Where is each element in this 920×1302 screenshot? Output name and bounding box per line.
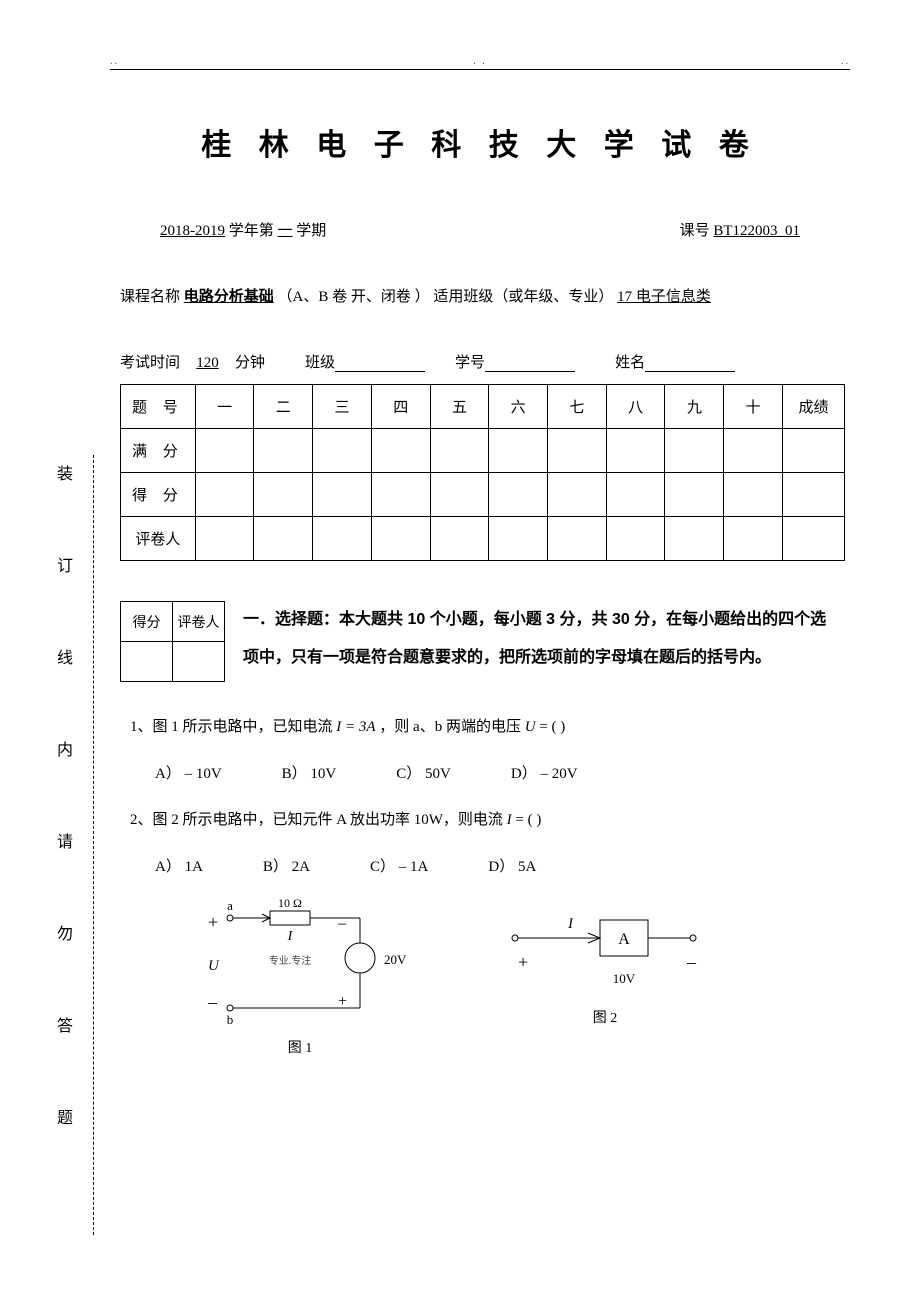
svg-text:–: – — [686, 952, 697, 972]
binding-dashed-line — [93, 455, 94, 1235]
svg-text:I: I — [567, 916, 574, 932]
svg-text:10V: 10V — [613, 971, 636, 986]
section-1-header: 得分评卷人 一．选择题：本大题共 10 个小题，每小题 3 分，共 30 分，在… — [120, 601, 840, 682]
header-rule: ... ... — [110, 60, 850, 70]
svg-text:b: b — [227, 1012, 234, 1027]
svg-text:–: – — [337, 915, 347, 932]
figure-2: I A + – 10V 图 2 — [500, 898, 710, 1057]
course-code-label: 课号 — [680, 223, 710, 239]
question-2: 2、图 2 所示电路中，已知元件 A 放出功率 10W，则电流 I = ( ) — [130, 805, 840, 835]
question-1: 1、图 1 所示电路中，已知电流 I = 3A ，则 a、b 两端的电压 U =… — [130, 712, 840, 742]
footnote-text: 专业.专注 — [269, 954, 312, 967]
circuit-1: a 10 Ω I + U – b – 20V + 专业.专注 — [190, 898, 410, 1028]
score-table: 题 号 一 二 三 四 五 六 七 八 九 十 成绩 满 分 得 分 评卷人 — [120, 384, 845, 561]
table-row: 得 分 — [121, 473, 845, 517]
svg-text:+: + — [208, 912, 218, 932]
exam-time: 120 — [180, 355, 235, 372]
svg-text:I: I — [287, 929, 294, 944]
question-1-options: A） – 10V B） 10V C） 50V D） – 20V — [155, 762, 840, 783]
option-d[interactable]: D） – 20V — [511, 762, 578, 783]
exam-page: ... ... 桂 林 电 子 科 技 大 学 试 卷 2018-2019 学年… — [0, 0, 920, 1302]
meta-row-3: 考试时间 120 分钟 班级 学号 姓名 — [120, 351, 840, 372]
svg-text:–: – — [207, 992, 218, 1012]
svg-text:U: U — [208, 958, 220, 974]
option-b[interactable]: B） 2A — [263, 855, 310, 876]
section-1-label: 一．选择题： — [243, 611, 339, 628]
table-row: 题 号 一 二 三 四 五 六 七 八 九 十 成绩 — [121, 385, 845, 429]
option-c[interactable]: C） 50V — [396, 762, 451, 783]
svg-text:+: + — [338, 993, 347, 1010]
meta-row-1: 2018-2019 学年第 一 学期 课号 BT122003_01 — [120, 219, 840, 240]
semester: 一 — [278, 223, 293, 239]
option-d[interactable]: D） 5A — [488, 855, 536, 876]
svg-text:+: + — [518, 952, 528, 972]
option-a[interactable]: A） – 10V — [155, 762, 222, 783]
meta-row-2: 课程名称 电路分析基础 （A、B 卷 开、闭卷 ） 适用班级（或年级、专业） 1… — [120, 285, 840, 306]
academic-year: 2018-2019 — [160, 223, 225, 239]
table-row: 评卷人 — [121, 517, 845, 561]
figure-2-caption: 图 2 — [500, 1007, 710, 1027]
class-blank[interactable] — [335, 354, 425, 372]
page-title: 桂 林 电 子 科 技 大 学 试 卷 — [100, 120, 860, 164]
svg-text:20V: 20V — [384, 952, 407, 967]
svg-text:a: a — [227, 898, 233, 913]
figure-1-caption: 图 1 — [190, 1037, 410, 1057]
figures: a 10 Ω I + U – b – 20V + 专业.专注 图 1 — [190, 898, 860, 1057]
class-value: 17 电子信息类 — [617, 289, 711, 305]
binding-margin-text: 装 订 线 内 请 勿 答 题 — [50, 460, 80, 1220]
option-b[interactable]: B） 10V — [282, 762, 337, 783]
figure-1: a 10 Ω I + U – b – 20V + 专业.专注 图 1 — [190, 898, 410, 1057]
course-name: 电路分析基础 — [184, 289, 274, 305]
course-code: BT122003_01 — [713, 223, 800, 239]
score-mini-table: 得分评卷人 — [120, 601, 225, 682]
circuit-2: I A + – 10V — [500, 898, 710, 1008]
option-a[interactable]: A） 1A — [155, 855, 203, 876]
svg-text:A: A — [618, 931, 630, 948]
option-c[interactable]: C） – 1A — [370, 855, 428, 876]
table-row: 满 分 — [121, 429, 845, 473]
question-2-options: A） 1A B） 2A C） – 1A D） 5A — [155, 855, 840, 876]
student-id-blank[interactable] — [485, 354, 575, 372]
svg-text:10 Ω: 10 Ω — [278, 898, 302, 910]
student-name-blank[interactable] — [645, 354, 735, 372]
